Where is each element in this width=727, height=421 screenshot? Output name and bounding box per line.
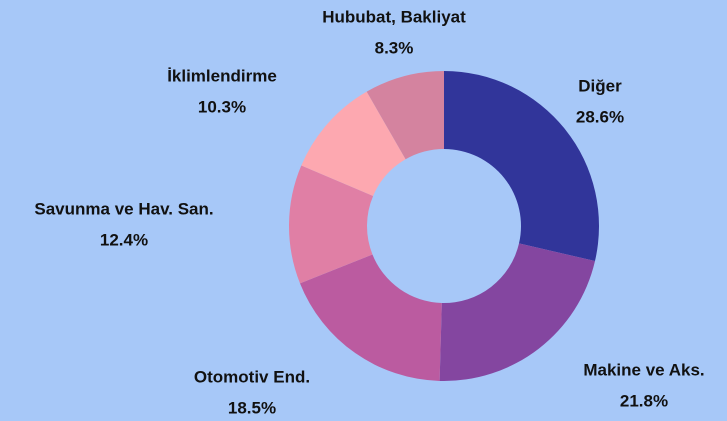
donut-slice — [301, 91, 406, 196]
donut-slice — [439, 243, 595, 381]
slice-label: Otomotiv End. — [194, 367, 310, 386]
slice-label: İklimlendirme — [167, 66, 277, 85]
slice-value: 21.8% — [620, 391, 668, 410]
slice-value: 8.3% — [375, 38, 414, 57]
slice-value: 28.6% — [576, 107, 624, 126]
slice-value: 10.3% — [198, 97, 246, 116]
donut-slice — [444, 71, 599, 262]
slice-label: Hububat, Bakliyat — [322, 7, 466, 26]
donut-slice — [299, 254, 442, 381]
donut-slice — [366, 71, 444, 160]
slice-label: Diğer — [578, 76, 622, 95]
slice-label: Makine ve Aks. — [583, 360, 704, 379]
slice-value: 12.4% — [100, 230, 148, 249]
donut-slice — [288, 165, 374, 284]
slice-value: 18.5% — [228, 398, 276, 417]
slice-label: Savunma ve Hav. San. — [34, 199, 213, 218]
